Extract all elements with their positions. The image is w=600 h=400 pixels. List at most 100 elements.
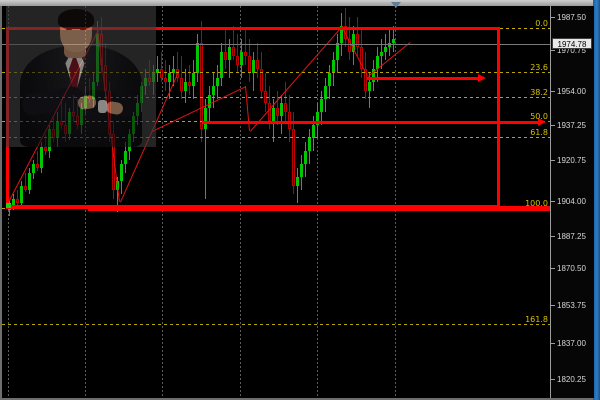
candle-body: [324, 86, 327, 100]
chart-position-marker-icon: [391, 2, 401, 8]
price-scale-tick: 1837.00: [551, 338, 594, 349]
price-scale-tick-label: 1954.00: [557, 87, 586, 96]
candle-body: [272, 107, 275, 121]
candle-body: [352, 34, 355, 52]
candle-body: [236, 55, 239, 65]
candle-body: [28, 172, 31, 191]
window-bottom-frame: [0, 398, 593, 400]
candle-wick: [177, 51, 178, 82]
candle-wick: [161, 51, 162, 82]
candle-body: [296, 177, 299, 186]
candle-body: [192, 73, 195, 87]
person-shirt-cuff: [98, 100, 107, 113]
person-hair: [58, 9, 94, 29]
price-scale-tick: 1954.00: [551, 86, 594, 97]
webcam-video-overlay[interactable]: [6, 6, 156, 147]
candle-wick: [169, 64, 170, 100]
window-right-accent-bar[interactable]: [593, 0, 600, 400]
fib-level-line-23.6: [2, 72, 550, 73]
price-scale-tick-label: 1870.50: [557, 264, 586, 273]
price-scale-tick-label: 1820.25: [557, 375, 586, 384]
candle-wick: [273, 99, 274, 143]
fib-level-label: 23.6: [530, 63, 548, 72]
candle-body: [268, 103, 271, 121]
candle-body: [304, 151, 307, 165]
candle-body: [160, 68, 163, 78]
price-scale-tick-label: 1853.75: [557, 301, 586, 310]
grid-line-vertical: [85, 6, 86, 398]
fib-level-line-61.8: [2, 137, 550, 138]
chart-plot-area[interactable]: 0.0 23.6 38.2 50.0 61.8 100.0 161.8: [2, 6, 550, 398]
candle-body: [288, 112, 291, 130]
candle-body: [336, 42, 339, 61]
candle-body: [344, 25, 347, 39]
candle-body: [220, 51, 223, 78]
person-eye-right: [80, 28, 86, 30]
candle-body: [356, 34, 359, 48]
fib-level-label: 61.8: [530, 128, 548, 137]
current-price-label[interactable]: 1974.78: [552, 38, 592, 49]
price-scale-tick: 1987.50: [551, 12, 594, 23]
candle-body: [16, 198, 19, 204]
current-price-line: [2, 44, 550, 45]
price-scale-tick-label: 1970.75: [557, 46, 586, 55]
candle-body: [328, 73, 331, 87]
candle-wick: [189, 64, 190, 95]
candle-wick: [285, 81, 286, 121]
candle-body: [364, 68, 367, 91]
upper-target-arrow[interactable]: [367, 74, 486, 82]
candle-body: [20, 185, 23, 204]
candle-body: [116, 181, 119, 191]
candle-body: [204, 107, 207, 130]
support-level-line[interactable]: [88, 208, 550, 211]
candle-body: [360, 47, 363, 69]
price-scale-tick: 1820.25: [551, 374, 594, 385]
fib-level-label: 50.0: [530, 112, 548, 121]
candle-body: [384, 47, 387, 52]
candle-wick: [369, 73, 370, 108]
candle-body: [164, 77, 167, 82]
candle-body: [264, 90, 267, 104]
candle-body: [392, 38, 395, 43]
lower-target-arrow[interactable]: [202, 118, 546, 126]
candle-body: [176, 68, 179, 78]
person-tie: [69, 58, 80, 104]
window-titlebar[interactable]: [0, 0, 600, 6]
candle-body: [240, 51, 243, 65]
price-scale-tick: 1870.50: [551, 263, 594, 274]
candle-body: [316, 112, 319, 126]
candle-body: [292, 129, 295, 186]
grid-line-vertical: [240, 6, 241, 398]
grid-line-vertical: [395, 6, 396, 398]
candle-body: [228, 47, 231, 61]
candle-wick: [297, 168, 298, 204]
price-scale[interactable]: 1987.50 1970.75 1954.00 1937.25 1920.75 1904.…: [550, 6, 594, 398]
fib-level-line-161.8: [2, 324, 550, 325]
grid-line-vertical: [317, 6, 318, 398]
price-scale-tick-label: 1904.00: [557, 197, 586, 206]
candle-body: [120, 164, 123, 182]
candle-body: [372, 68, 375, 82]
candle-wick: [25, 172, 26, 193]
anchor-point-marker[interactable]: [6, 203, 11, 208]
candle-body: [224, 51, 227, 61]
candle-wick: [233, 25, 234, 61]
candle-body: [44, 146, 47, 152]
fib-level-label: 38.2: [530, 88, 548, 97]
fib-level-label: 0.0: [535, 19, 548, 28]
candle-body: [124, 151, 127, 165]
candle-body: [376, 55, 379, 69]
candle-body: [180, 77, 183, 91]
person-eye-left: [66, 28, 72, 30]
candle-wick: [225, 29, 226, 69]
candle-body: [208, 94, 211, 108]
candle-body: [40, 146, 43, 169]
price-scale-tick: 1853.75: [551, 300, 594, 311]
candle-body: [256, 60, 259, 69]
candle-body: [168, 73, 171, 82]
price-scale-tick: 1887.25: [551, 231, 594, 242]
candle-body: [276, 107, 279, 117]
price-scale-tick: 1904.00: [551, 196, 594, 207]
candle-wick: [389, 29, 390, 56]
